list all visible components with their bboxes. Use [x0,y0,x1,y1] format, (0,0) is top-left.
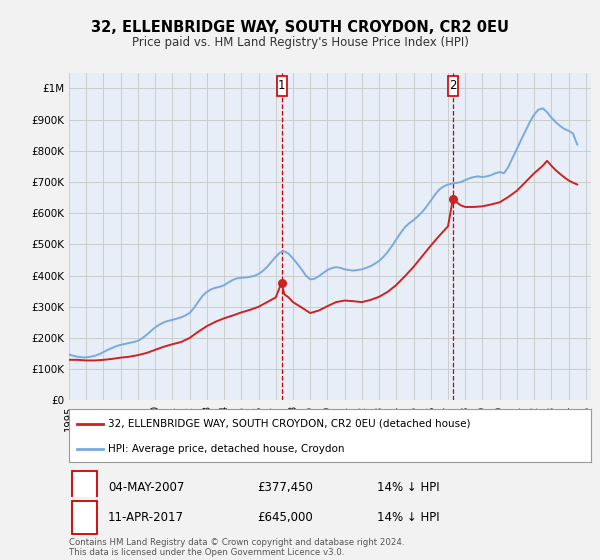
FancyBboxPatch shape [71,471,97,505]
FancyBboxPatch shape [448,76,458,96]
Text: 2: 2 [80,511,88,524]
FancyBboxPatch shape [277,76,287,96]
Text: Contains HM Land Registry data © Crown copyright and database right 2024.
This d: Contains HM Land Registry data © Crown c… [69,538,404,557]
Text: 11-APR-2017: 11-APR-2017 [108,511,184,524]
Text: 1: 1 [80,481,88,494]
Text: 14% ↓ HPI: 14% ↓ HPI [377,511,440,524]
Text: Price paid vs. HM Land Registry's House Price Index (HPI): Price paid vs. HM Land Registry's House … [131,36,469,49]
FancyBboxPatch shape [71,501,97,534]
Text: 04-MAY-2007: 04-MAY-2007 [108,481,185,494]
Text: £377,450: £377,450 [257,481,313,494]
Text: 1: 1 [278,80,286,92]
Text: £645,000: £645,000 [257,511,313,524]
Text: 32, ELLENBRIDGE WAY, SOUTH CROYDON, CR2 0EU: 32, ELLENBRIDGE WAY, SOUTH CROYDON, CR2 … [91,20,509,35]
Text: 2: 2 [449,80,457,92]
Text: HPI: Average price, detached house, Croydon: HPI: Average price, detached house, Croy… [108,444,344,454]
Text: 32, ELLENBRIDGE WAY, SOUTH CROYDON, CR2 0EU (detached house): 32, ELLENBRIDGE WAY, SOUTH CROYDON, CR2 … [108,419,470,429]
Text: 14% ↓ HPI: 14% ↓ HPI [377,481,440,494]
